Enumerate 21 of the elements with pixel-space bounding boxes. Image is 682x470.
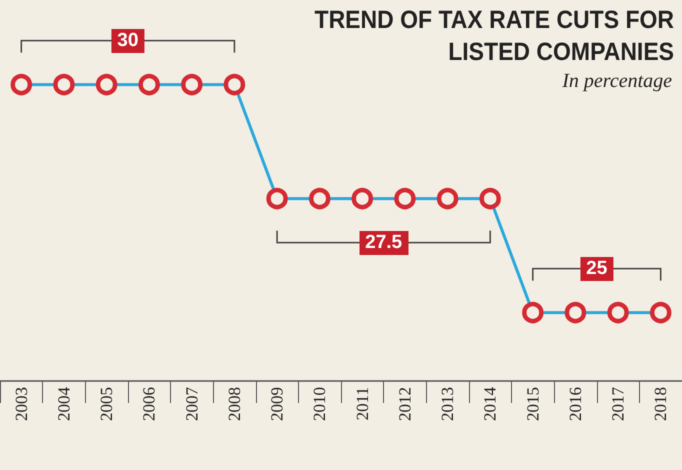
x-tick-label: 2004 <box>54 386 74 421</box>
x-tick-label: 2015 <box>523 387 542 421</box>
x-tick-label: 2003 <box>12 387 31 421</box>
data-label: 27.5 <box>359 230 408 255</box>
x-tick-label: 2009 <box>268 387 287 421</box>
x-tick-label: 2010 <box>310 387 330 421</box>
x-tick-label: 2016 <box>566 387 585 421</box>
x-tick-label: 2014 <box>480 386 500 421</box>
data-label: 30 <box>111 28 144 53</box>
x-tick-label: 2005 <box>97 387 116 421</box>
chart-subtitle: In percentage <box>562 70 672 93</box>
chart-title: TREND OF TAX RATE CUTS FOR LISTED COMPANIES <box>314 5 674 68</box>
x-tick-label: 2017 <box>608 386 628 421</box>
x-tick-label: 2006 <box>140 387 159 421</box>
x-tick-label: 2013 <box>438 387 458 421</box>
x-tick-label: 2018 <box>651 387 670 421</box>
data-label: 25 <box>580 256 614 281</box>
x-tick-label: 2008 <box>224 387 244 421</box>
x-tick-label: 2007 <box>182 386 202 421</box>
x-tick-label: 2012 <box>395 387 414 421</box>
x-tick-label: 2011 <box>352 387 372 420</box>
